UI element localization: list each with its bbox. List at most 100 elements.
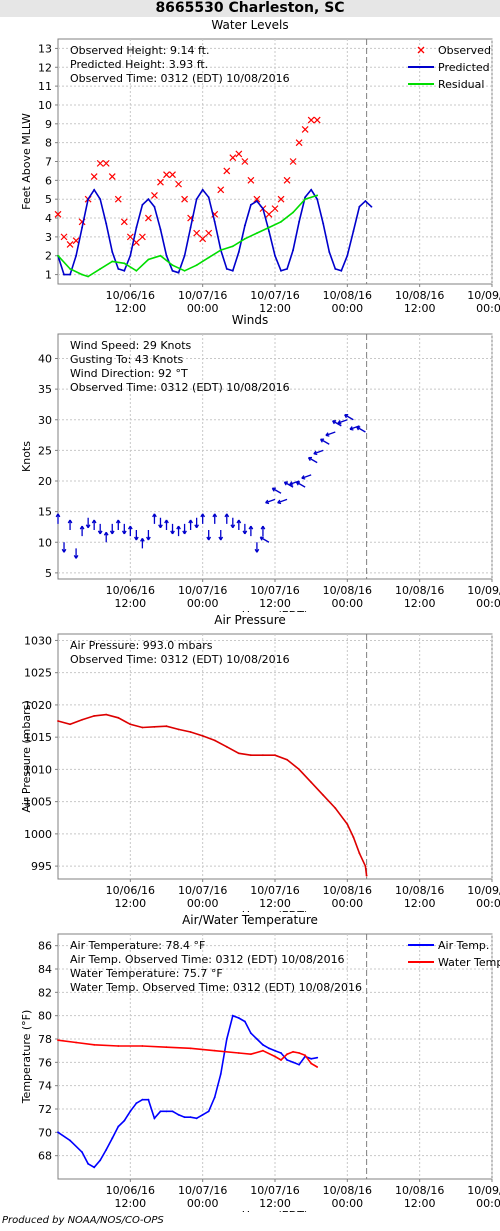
- x-tick-time: 00:00: [331, 597, 363, 610]
- observed-point: [289, 158, 297, 165]
- x-tick-date: 10/07/16: [250, 1184, 299, 1197]
- data-point: [346, 823, 349, 826]
- data-point: [117, 1125, 120, 1128]
- data-point: [243, 1020, 246, 1023]
- data-point: [298, 1063, 301, 1066]
- y-tick-label: 1010: [24, 763, 52, 776]
- observed-point: [205, 229, 213, 237]
- air-water-temperature-chart: Air/Water Temperature 68 70 72 74 76 78 80 82 84 8…: [20, 913, 500, 1212]
- data-point: [249, 1053, 252, 1056]
- data-point: [135, 1102, 138, 1105]
- observed-point: [60, 233, 68, 241]
- data-point: [237, 1052, 240, 1054]
- data-point: [177, 271, 180, 274]
- x-tick-time: 12:00: [259, 1197, 291, 1210]
- data-point: [286, 1059, 288, 1061]
- x-tick-date: 10/06/16: [106, 1184, 155, 1197]
- data-point: [57, 1039, 59, 1042]
- x-tick-date: 10/08/16: [323, 884, 372, 897]
- x-tick-time: 00:00: [187, 597, 219, 610]
- data-point: [165, 725, 168, 728]
- data-point: [141, 1045, 144, 1047]
- chart-title: Winds: [232, 313, 268, 327]
- data-point: [310, 1062, 313, 1065]
- data-point: [69, 268, 71, 270]
- x-tick-date: 10/09/16: [467, 289, 500, 302]
- data-point: [304, 198, 307, 201]
- y-tick-label: 4: [45, 212, 52, 225]
- data-point: [268, 230, 270, 233]
- y-tick-label: 13: [38, 42, 52, 55]
- data-point: [292, 1061, 294, 1064]
- data-point: [87, 1162, 90, 1165]
- data-point: [256, 200, 258, 202]
- y-tick-label: 8: [45, 137, 52, 150]
- x-tick-time: 00:00: [476, 1197, 500, 1210]
- data-point: [171, 264, 174, 267]
- observed-point: [126, 233, 134, 241]
- data-point: [123, 1119, 126, 1122]
- y-tick-label: 10: [38, 536, 52, 549]
- data-point: [262, 207, 264, 210]
- y-axis-label: Temperature (°F): [20, 1010, 33, 1105]
- observed-point: [114, 195, 122, 203]
- data-point: [189, 1047, 192, 1050]
- wind-arrow-head: [332, 420, 337, 425]
- info-line: Observed Height: 9.14 ft.: [70, 44, 209, 57]
- data-point: [286, 758, 288, 761]
- series-group: [54, 116, 373, 278]
- observed-point: [54, 210, 62, 218]
- water-levels-chart: Water Levels1234567891011121310/06/1612:…: [20, 18, 500, 312]
- x-tick-date: 10/06/16: [106, 289, 155, 302]
- observed-point: [199, 235, 207, 243]
- data-point: [274, 1049, 276, 1052]
- x-tick-date: 10/09/16: [467, 884, 500, 897]
- data-point: [81, 273, 84, 276]
- data-point: [280, 269, 282, 272]
- x-tick-date: 10/08/16: [395, 289, 444, 302]
- wind-arrow: [356, 426, 366, 433]
- wind-arrow: [325, 431, 336, 437]
- wind-arrow-head: [230, 524, 236, 529]
- y-tick-label: 1000: [24, 828, 52, 841]
- data-point: [105, 1148, 108, 1151]
- y-tick-label: 1025: [24, 667, 52, 680]
- data-point: [340, 269, 343, 272]
- x-tick-time: 12:00: [259, 597, 291, 610]
- data-point: [256, 1038, 258, 1040]
- wind-arrow-head: [277, 499, 282, 505]
- wind-arrow: [284, 481, 294, 488]
- y-tick-label: 1: [45, 269, 52, 282]
- observed-point: [247, 176, 255, 184]
- wind-arrow: [259, 536, 270, 543]
- data-point: [201, 188, 204, 191]
- data-point: [237, 1017, 240, 1019]
- x-tick-date: 10/08/16: [323, 584, 372, 597]
- wind-arrow-head: [134, 536, 139, 541]
- wind-arrow-head: [307, 456, 313, 462]
- data-point: [268, 1047, 270, 1050]
- wind-arrow-head: [140, 538, 145, 542]
- x-tick-date: 10/06/16: [106, 584, 155, 597]
- data-point: [69, 1139, 71, 1142]
- y-tick-label: 30: [38, 414, 52, 427]
- data-point: [201, 1113, 204, 1116]
- y-tick-label: 84: [38, 963, 52, 976]
- x-axis-label: Hours (EDT): [242, 909, 308, 912]
- data-point: [262, 1043, 264, 1046]
- wind-arrow-head: [259, 536, 264, 541]
- x-tick-date: 10/07/16: [178, 289, 227, 302]
- series-group: [57, 713, 368, 877]
- x-tick-date: 10/07/16: [250, 289, 299, 302]
- data-point: [316, 198, 319, 201]
- data-point: [147, 198, 150, 201]
- info-line: Wind Speed: 29 Knots: [70, 339, 192, 352]
- wind-arrow-head: [295, 481, 300, 486]
- wind-arrow-head: [283, 481, 288, 486]
- data-point: [322, 222, 325, 225]
- observed-point: [120, 218, 128, 226]
- wind-arrow-head: [127, 525, 133, 530]
- x-tick-time: 12:00: [114, 597, 146, 610]
- x-tick-time: 12:00: [259, 302, 291, 312]
- legend-swatch: [417, 46, 425, 54]
